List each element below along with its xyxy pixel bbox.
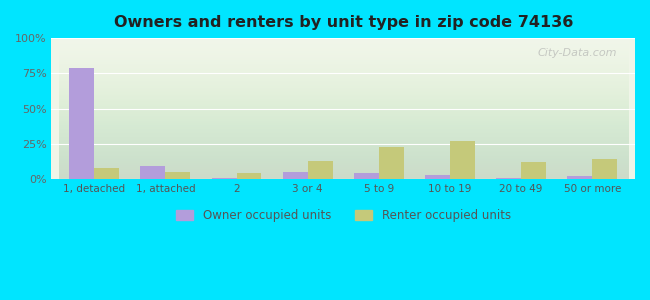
Title: Owners and renters by unit type in zip code 74136: Owners and renters by unit type in zip c… [114,15,573,30]
Legend: Owner occupied units, Renter occupied units: Owner occupied units, Renter occupied un… [171,204,515,227]
Text: City-Data.com: City-Data.com [538,48,617,58]
Bar [425,175,450,179]
Bar [354,173,379,179]
Bar [212,178,237,179]
Bar [567,176,592,179]
Bar [94,168,119,179]
Bar [521,162,546,179]
Bar [450,141,475,179]
Bar [70,68,94,179]
Bar [496,178,521,179]
Bar [379,147,404,179]
Bar [307,161,333,179]
Bar [165,172,190,179]
Bar [140,167,165,179]
Bar [592,159,617,179]
Bar [237,173,261,179]
Bar [283,172,307,179]
